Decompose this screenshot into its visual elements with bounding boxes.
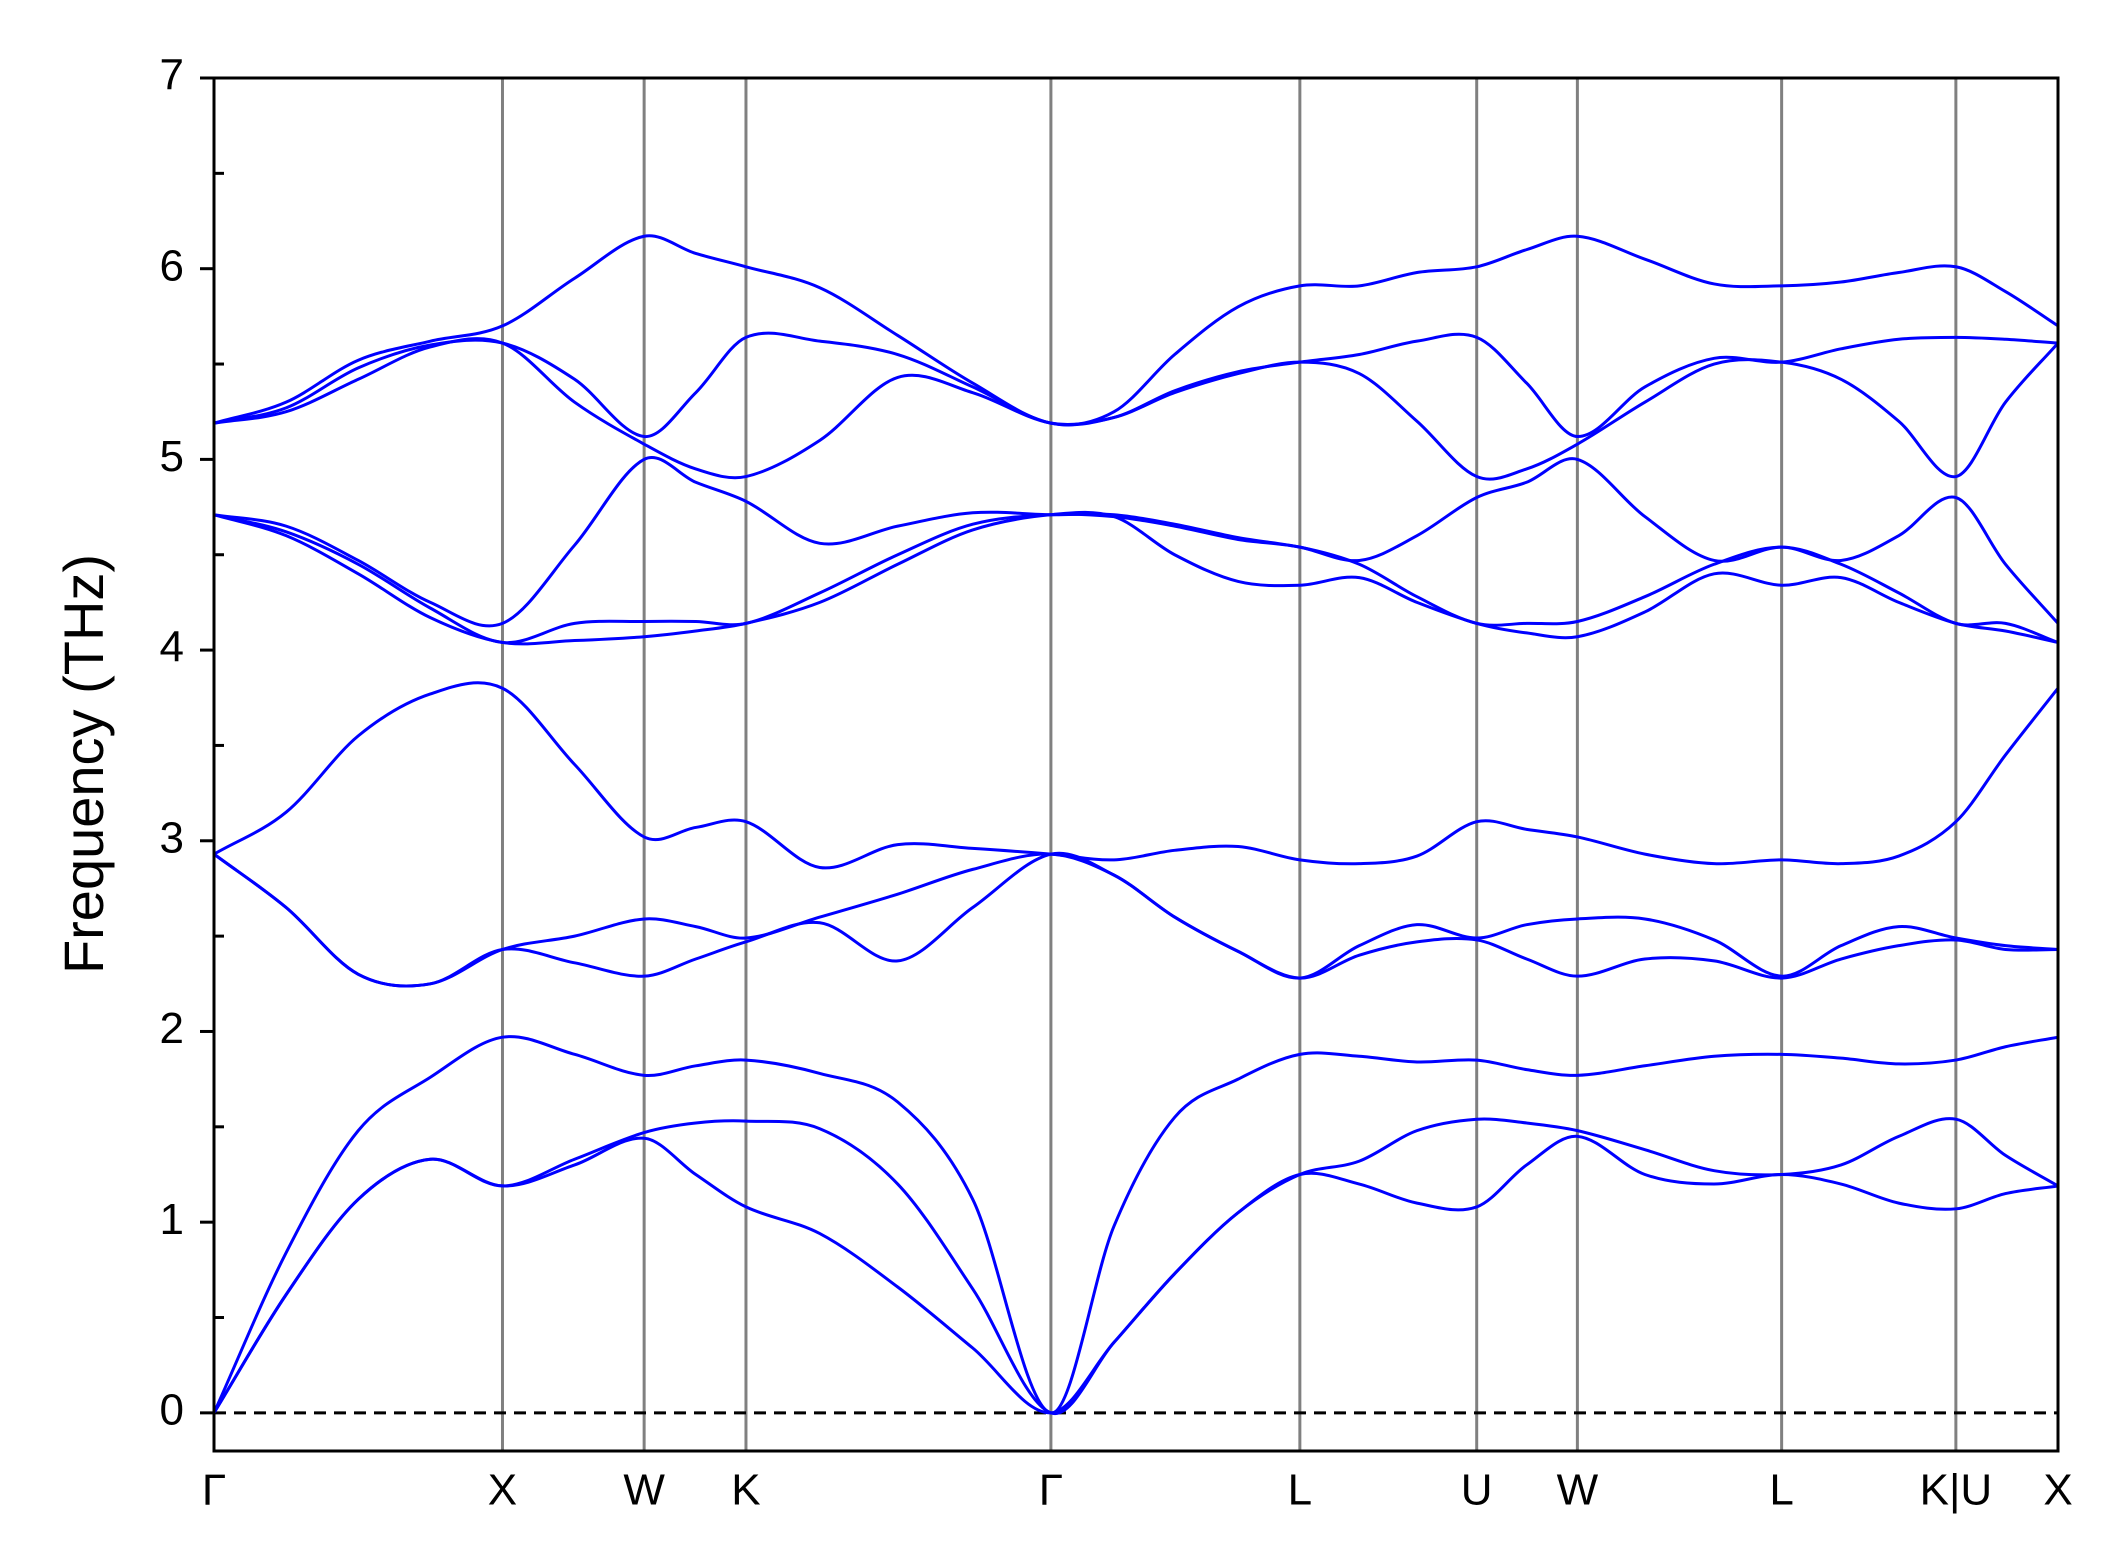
x-tick-label: K|U <box>1920 1466 1993 1515</box>
y-axis-label: Frequency (THz) <box>52 554 115 974</box>
x-tick-label: Γ <box>202 1466 226 1515</box>
band-line <box>214 456 2058 628</box>
y-tick-label: 4 <box>160 623 184 672</box>
band-line <box>214 1117 2058 1416</box>
band-line <box>214 852 2058 988</box>
x-tick-label: W <box>1557 1466 1599 1515</box>
x-tick-label: X <box>2043 1466 2072 1515</box>
y-tick-label: 0 <box>160 1385 184 1434</box>
y-tick-label: 5 <box>160 432 184 481</box>
band-line <box>214 681 2058 870</box>
x-tick-label: Γ <box>1039 1466 1063 1515</box>
y-tick-label: 7 <box>160 51 184 100</box>
y-tick-label: 6 <box>160 241 184 290</box>
x-tick-label: K <box>731 1466 760 1515</box>
plot-frame <box>212 76 2060 1453</box>
band-line <box>214 510 2058 646</box>
y-tick-label: 3 <box>160 813 184 862</box>
x-tick-label: X <box>488 1466 517 1515</box>
band-line <box>214 331 2058 439</box>
band-line <box>214 234 2058 427</box>
x-tick-label: U <box>1461 1466 1493 1515</box>
x-tick-label: W <box>623 1466 665 1515</box>
x-tick-label: L <box>1288 1466 1312 1515</box>
band-line <box>214 1035 2058 1415</box>
y-tick-label: 1 <box>160 1195 184 1244</box>
band-line <box>214 337 2058 481</box>
y-tick-label: 2 <box>160 1004 184 1053</box>
bands <box>214 234 2058 1416</box>
x-tick-label: L <box>1769 1466 1793 1515</box>
